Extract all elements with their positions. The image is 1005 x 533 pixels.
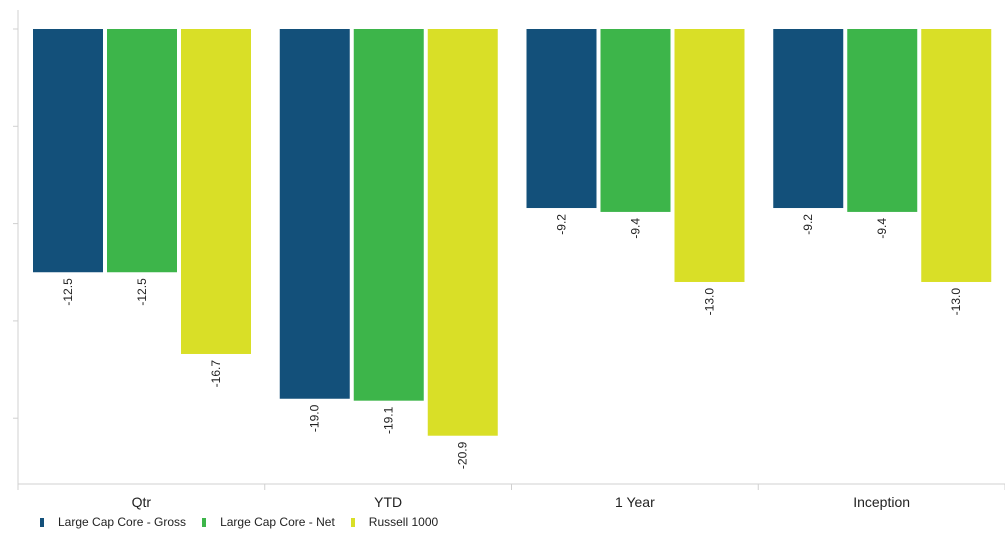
legend-swatch-gross — [40, 517, 44, 527]
legend-label-gross: Large Cap Core - Gross — [58, 515, 187, 529]
legend-item-russell: Russell 1000 — [350, 515, 439, 529]
bar-1-3 — [847, 29, 918, 212]
data-label: -20.9 — [456, 441, 470, 469]
y-axis — [13, 10, 19, 484]
legend-swatch-russell — [350, 517, 355, 527]
bar-0-3 — [773, 29, 844, 209]
bar-0-1 — [279, 29, 350, 399]
bars-group: -12.5 -12.5 -16.7 -19.0 -19.1 -20.9 -9.2 -9.4 -1… — [33, 29, 992, 469]
x-tick-label: YTD — [374, 494, 402, 510]
data-label: -9.2 — [801, 214, 815, 235]
legend-item-gross: Large Cap Core - Gross — [40, 515, 186, 529]
x-tick-label: Inception — [853, 494, 910, 510]
bar-2-0 — [181, 29, 251, 354]
data-label: -9.2 — [555, 214, 569, 235]
data-label: -16.7 — [209, 360, 223, 388]
data-label: -19.0 — [308, 404, 322, 432]
legend-label-net: Large Cap Core - Net — [220, 515, 335, 529]
legend: Large Cap Core - Gross Large Cap Core - … — [40, 515, 454, 529]
bar-1-1 — [353, 29, 424, 401]
bar-0-0 — [33, 29, 103, 273]
bar-0-2 — [526, 29, 597, 209]
bar-2-1 — [427, 29, 498, 436]
data-label: -12.5 — [135, 278, 149, 306]
legend-item-net: Large Cap Core - Net — [202, 515, 335, 529]
data-label: -9.4 — [629, 218, 643, 239]
data-label: -19.1 — [382, 406, 396, 434]
legend-label-russell: Russell 1000 — [368, 515, 439, 529]
legend-swatch-net — [202, 517, 207, 527]
x-axis: Qtr YTD 1 Year Inception — [17, 483, 1005, 510]
bar-2-2 — [674, 29, 745, 282]
x-tick-label: 1 Year — [615, 494, 655, 510]
bar-1-2 — [600, 29, 671, 212]
bar-2-3 — [921, 29, 992, 282]
x-tick-label: Qtr — [132, 494, 152, 510]
data-label: -12.5 — [61, 278, 75, 306]
data-label: -9.4 — [875, 218, 889, 239]
bar-1-0 — [107, 29, 177, 273]
data-label: -13.0 — [949, 288, 963, 316]
data-label: -13.0 — [703, 288, 717, 316]
